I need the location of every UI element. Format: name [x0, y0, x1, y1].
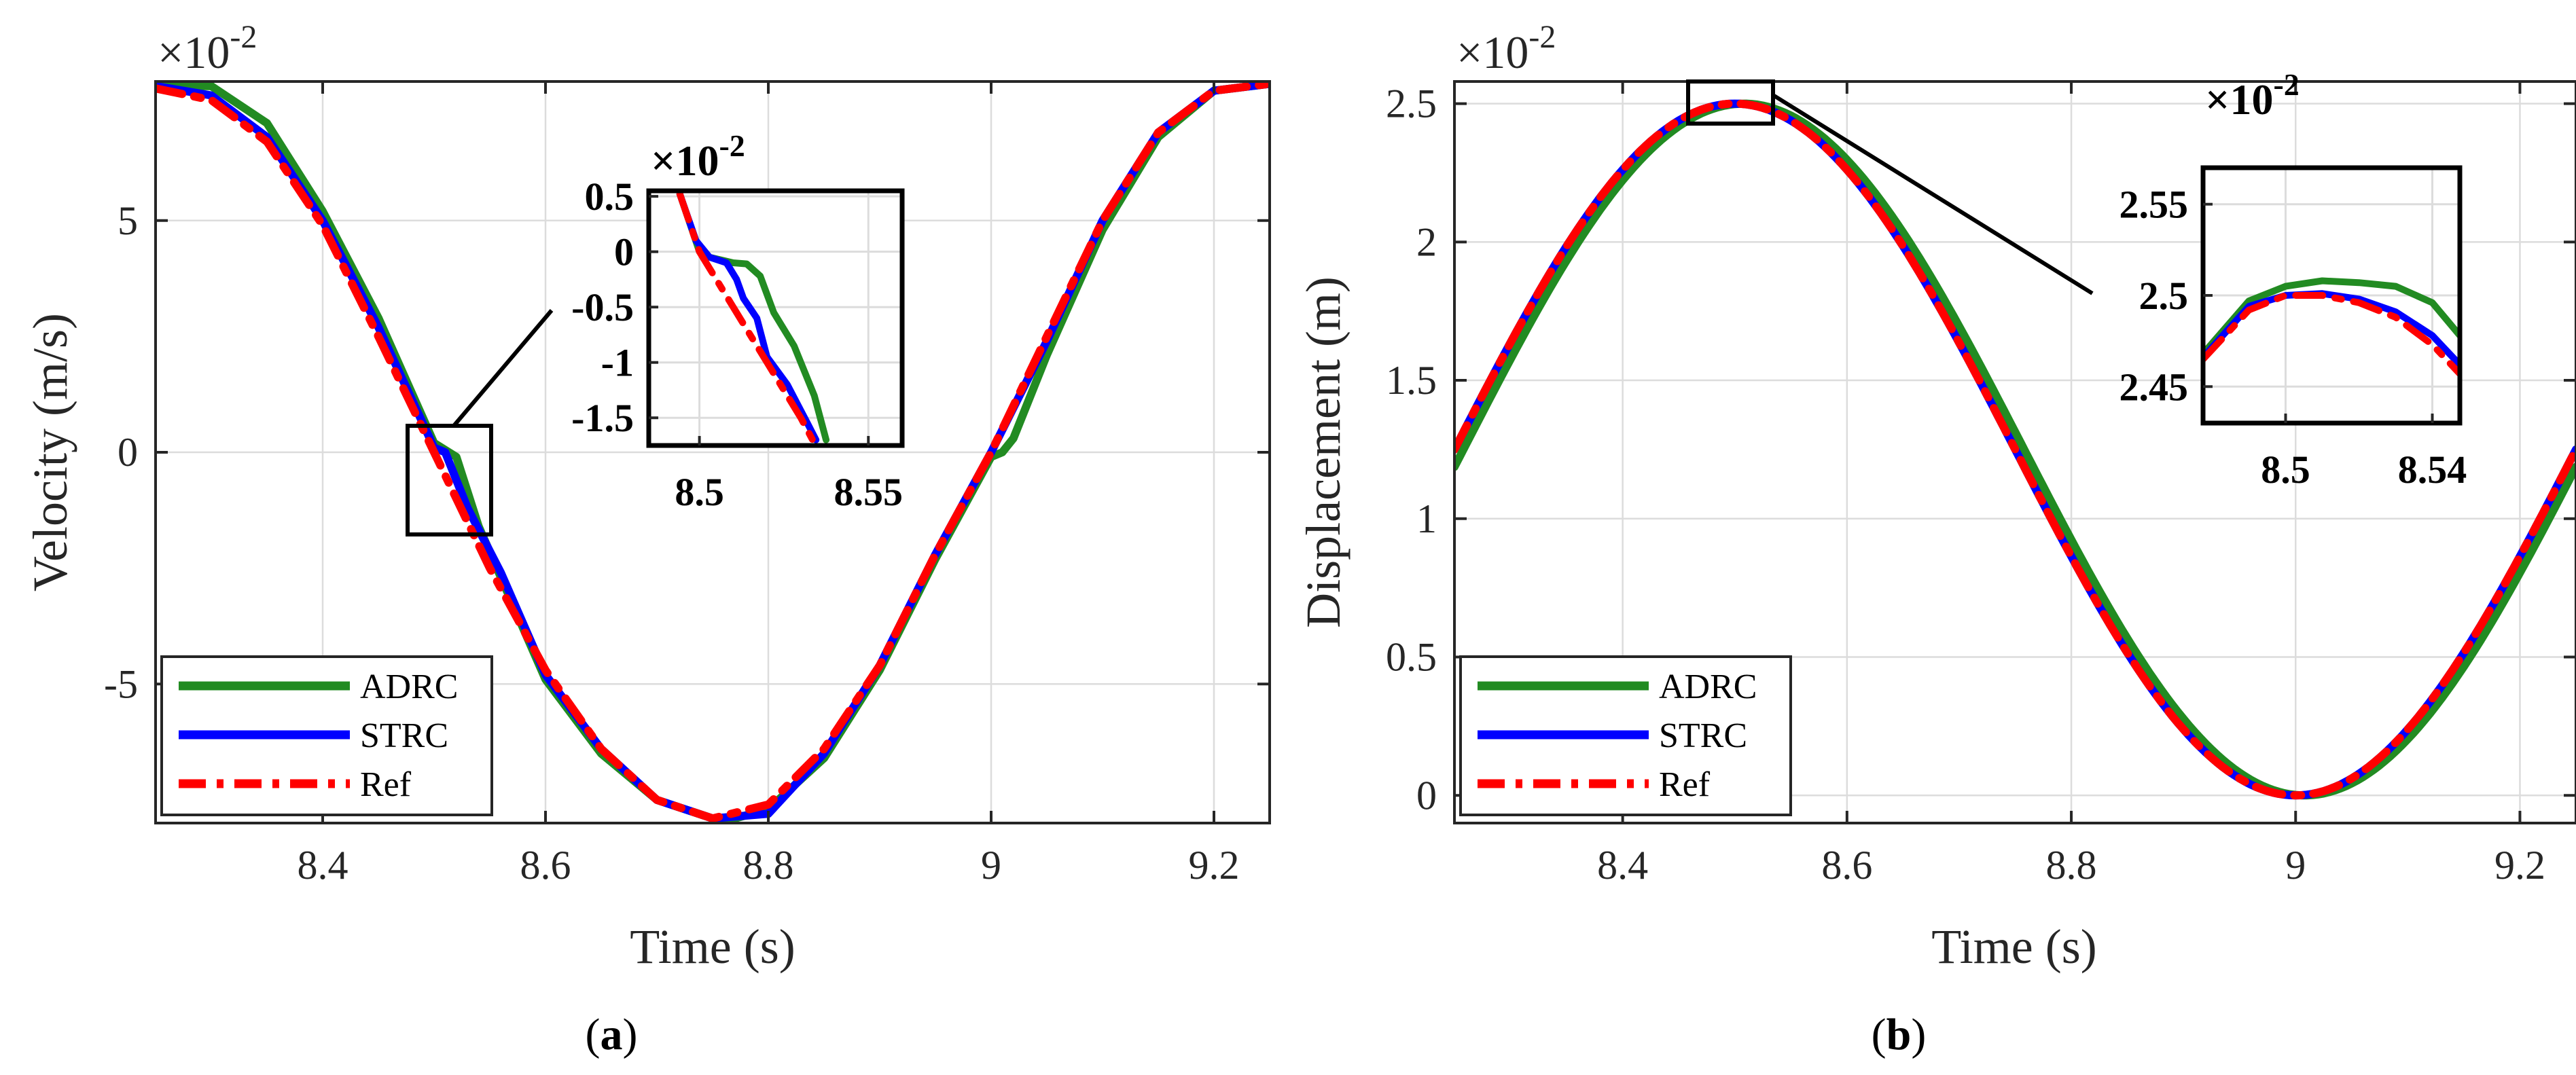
panel-a-exponent: ×10-2: [158, 19, 257, 78]
panel-a-inset: 8.5 8.55 0.5 0 -0.5 -1 -1.5 ×10-2: [571, 128, 905, 514]
panel-a-ticks: 8.4 8.6 8.8 9 9.2 -5 0 5: [104, 81, 1270, 888]
panel-b-legend-adrc-label: ADRC: [1659, 668, 1757, 706]
panel-b-inset-series-ref-line: [2203, 292, 2460, 378]
panel-a-xlabel: Time (s): [630, 919, 795, 974]
panel-a-inset-ytick-label: -1: [601, 341, 634, 385]
panel-b-ytick-label: 0: [1416, 773, 1437, 818]
panel-a-inset-ytick-label: 0.5: [585, 175, 634, 219]
panel-b-axes-box: [1453, 80, 2576, 824]
panel-b-inset-xtick-label: 8.5: [2261, 448, 2310, 492]
panel-a-lines: [156, 81, 1270, 823]
panel-a-legend-ref-label: Ref: [360, 765, 412, 804]
panel-b-inset-ytick-label: 2.55: [2119, 183, 2189, 227]
panel-b-inset-exponent: ×10-2: [2205, 67, 2300, 124]
panel-b-lines: [1454, 99, 2576, 800]
panel-b-zoom-box: [1686, 79, 1775, 126]
panel-b-xtick-label: 8.8: [2046, 843, 2097, 888]
panel-a-zoom-connector: [452, 309, 554, 427]
panel-a-inset-ytick-label: -0.5: [571, 285, 634, 329]
panel-b-series-ref-line: [1454, 99, 2576, 800]
panel-a-caption: (a): [586, 1010, 638, 1059]
panel-a-xtick-label: 9: [981, 843, 1001, 888]
panel-b-xlabel: Time (s): [1931, 919, 2096, 974]
panel-a-inset-ytick-label: 0: [614, 230, 634, 274]
panel-a-inset-box: [646, 188, 905, 448]
panel-a-inset-series-strc-line: [676, 191, 820, 443]
panel-b-ytick-label: 2.5: [1386, 81, 1437, 126]
panel-a-legend-strc-label: STRC: [360, 716, 448, 755]
panel-a-xtick-label: 9.2: [1189, 843, 1240, 888]
panel-b-inset: 8.5 8.54 2.55 2.5 2.45 ×10-2: [2119, 67, 2467, 492]
panel-b-ticks: 8.4 8.6 8.8 9 9.2 0 0.5 1 1.5 2 2.5: [1386, 81, 2576, 888]
panel-a-legend: ADRC STRC Ref: [160, 655, 493, 816]
panel-a-xtick-label: 8.8: [743, 843, 794, 888]
panel-b-exponent: ×10-2: [1456, 19, 1556, 78]
panel-b-ytick-label: 0.5: [1386, 635, 1437, 680]
panel-a-legend-adrc-label: ADRC: [360, 668, 458, 706]
panel-a-ytick-label: -5: [104, 661, 138, 706]
panel-b-inset-xtick-label: 8.54: [2398, 448, 2467, 492]
panel-b-xtick-label: 8.4: [1597, 843, 1648, 888]
panel-b-legend: ADRC STRC Ref: [1459, 655, 1792, 816]
panel-b-legend-ref-label: Ref: [1659, 765, 1711, 804]
panel-b-xtick-label: 9.2: [2494, 843, 2545, 888]
panel-b-caption: (b): [1872, 1010, 1927, 1059]
panel-a-series-ref-line: [156, 81, 1270, 823]
panel-b: 8.4 8.6 8.8 9 9.2 0 0.5 1 1.5 2 2.5 ×10-2 Time (s)…: [1296, 19, 2576, 1059]
panel-a-xtick-label: 8.6: [520, 843, 571, 888]
panel-a-inset-exponent: ×10-2: [651, 128, 745, 185]
panel-a-inset-ticks: 8.5 8.55 0.5 0 -0.5 -1 -1.5: [571, 175, 903, 514]
panel-a-zoom-box: [406, 424, 493, 536]
panel-b-xtick-label: 9: [2285, 843, 2306, 888]
panel-a-inset-xtick-label: 8.55: [834, 470, 904, 514]
panel-b-legend-strc-label: STRC: [1659, 716, 1747, 755]
panel-b-inset-ticks: 8.5 8.54 2.55 2.5 2.45: [2119, 183, 2467, 492]
panel-b-zoom-connector: [1772, 93, 2094, 295]
panel-a-xtick-label: 8.4: [298, 843, 348, 888]
panel-a-inset-lines: [676, 191, 830, 443]
panel-a-inset-xtick-label: 8.5: [675, 470, 724, 514]
panel-b-inset-series-adrc-line: [2203, 277, 2460, 357]
panel-a-ylabel: Velocity (m/s): [23, 313, 77, 591]
panel-a-inset-ytick-label: -1.5: [571, 396, 634, 440]
panel-a-inset-series-ref-line: [676, 191, 817, 443]
panel-a-inset-grid: [649, 191, 902, 445]
panel-a-ytick-label: 5: [118, 198, 138, 243]
panel-b-series-adrc-line: [1454, 99, 2576, 800]
panel-b-inset-ytick-label: 2.45: [2119, 365, 2189, 409]
panel-a: 8.4 8.6 8.8 9 9.2 -5 0 5 ×10-2 Time (s) Velocit…: [23, 19, 1271, 1059]
panel-b-ytick-label: 2: [1416, 219, 1437, 264]
panel-b-ytick-label: 1: [1416, 496, 1437, 541]
panel-b-inset-lines: [2203, 277, 2460, 378]
panel-b-ytick-label: 1.5: [1386, 358, 1437, 403]
panel-b-ylabel: Displacement (m): [1296, 276, 1350, 628]
panel-b-inset-ytick-label: 2.5: [2139, 274, 2189, 318]
panel-b-xtick-label: 8.6: [1821, 843, 1872, 888]
panel-a-ytick-label: 0: [118, 430, 138, 475]
